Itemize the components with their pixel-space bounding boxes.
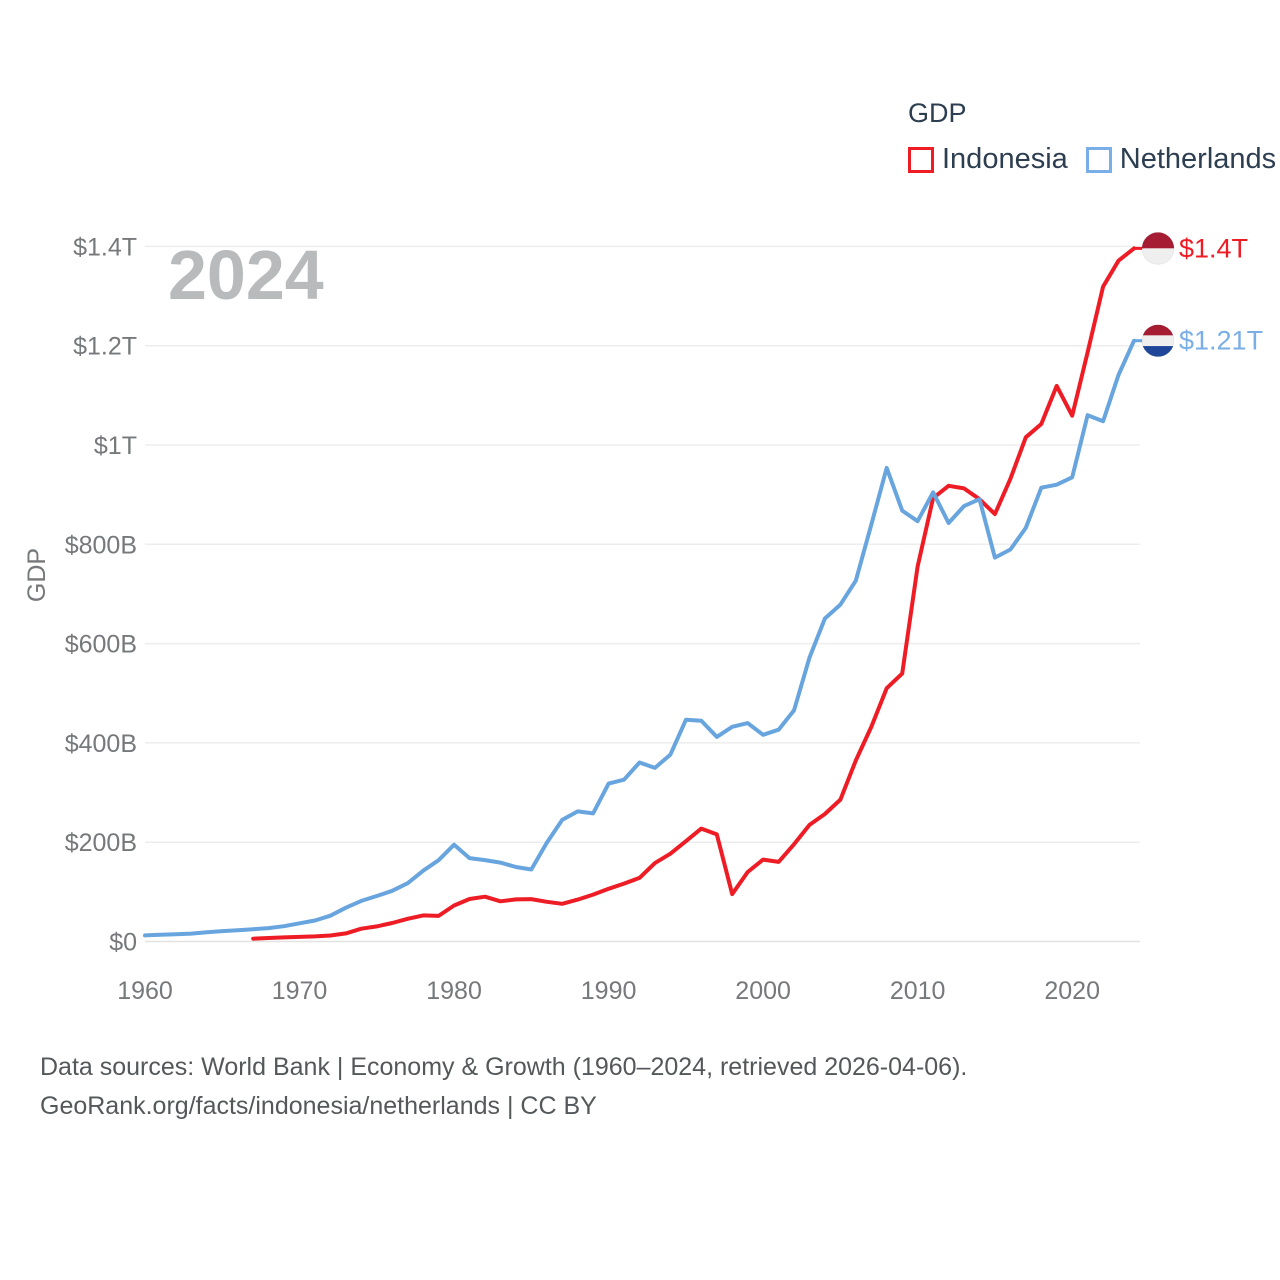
gdp-line-indonesia[interactable] (251, 246, 1136, 941)
y-tick-label: $1.2T (73, 333, 137, 361)
legend-title: GDP (908, 98, 967, 128)
y-tick-label: $200B (65, 829, 137, 857)
y-tick-label: $800B (65, 531, 137, 559)
x-tick-label: 1990 (581, 977, 637, 1005)
y-axis-title: GDP (23, 548, 51, 602)
end-label-indonesia: $1.4T (1179, 233, 1248, 263)
footer: Data sources: World Bank | Economy & Gro… (40, 1048, 967, 1126)
legend: GDP Indonesia Netherlands (908, 98, 1276, 176)
y-tick-label: $1.4T (73, 233, 137, 261)
legend-items: Indonesia Netherlands (908, 143, 1276, 176)
indonesia-flag-icon (1141, 231, 1175, 265)
y-tick-label: $1T (94, 432, 137, 460)
indonesia-swatch-icon (908, 146, 934, 173)
y-tick-label: $0 (109, 929, 137, 957)
legend-item-label: Netherlands (1119, 143, 1277, 175)
netherlands-flag-icon (1141, 324, 1175, 358)
gdp-line-netherlands[interactable] (143, 338, 1136, 938)
legend-item-label: Indonesia (942, 143, 1068, 175)
x-tick-label: 1970 (272, 977, 328, 1005)
footer-attribution: GeoRank.org/facts/indonesia/netherlands … (40, 1092, 597, 1120)
legend-item-netherlands[interactable]: Netherlands (1085, 143, 1277, 176)
x-tick-label: 1960 (117, 977, 173, 1005)
x-tick-label: 2000 (735, 977, 791, 1005)
footer-sources: Data sources: World Bank | Economy & Gro… (40, 1053, 968, 1081)
legend-item-indonesia[interactable]: Indonesia (908, 143, 1068, 176)
y-tick-label: $400B (65, 730, 137, 758)
x-tick-label: 2010 (890, 977, 946, 1005)
netherlands-swatch-icon (1085, 146, 1112, 173)
end-label-netherlands: $1.21T (1179, 326, 1263, 356)
watermark-year: 2024 (168, 236, 324, 314)
x-tick-label: 2020 (1044, 977, 1100, 1005)
gdp-line-chart: 2024 $0 $200B $400B $600B $800B $1T $1.2T $1.4T 1… (23, 231, 1263, 1005)
x-tick-label: 1980 (426, 977, 482, 1005)
y-tick-label: $600B (65, 631, 137, 659)
